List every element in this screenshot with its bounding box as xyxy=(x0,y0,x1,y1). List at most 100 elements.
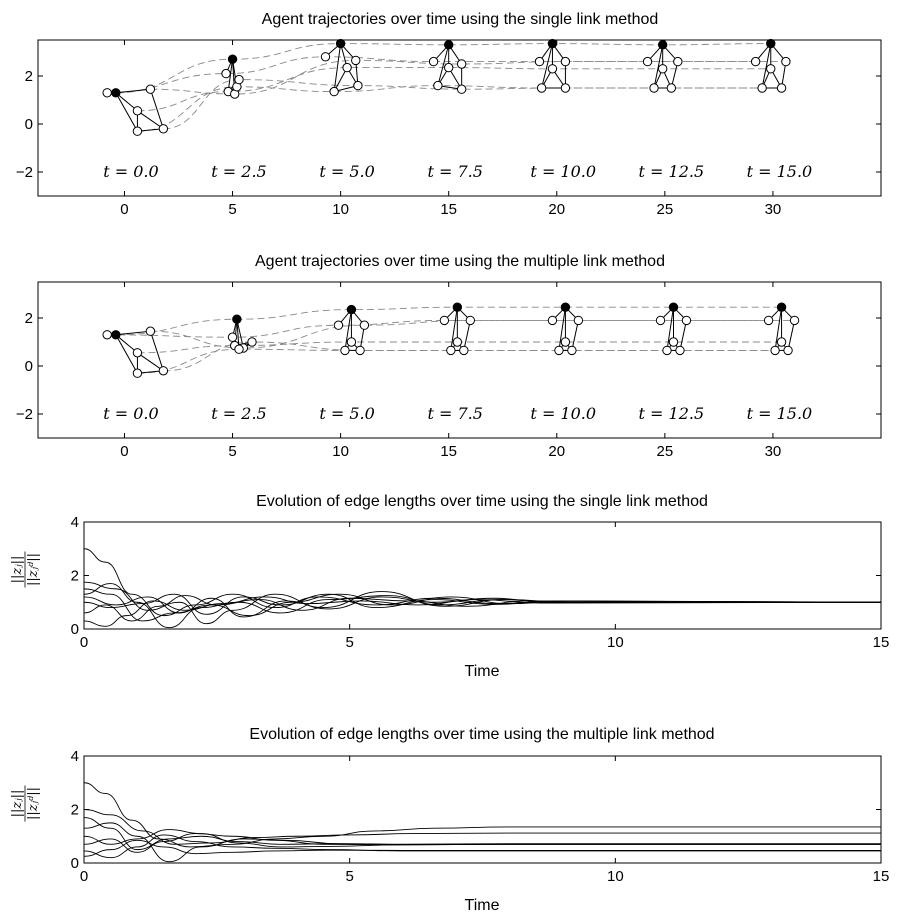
agent-node xyxy=(446,345,456,356)
agent-node xyxy=(329,86,339,97)
time-label: t = 7.5 xyxy=(427,404,482,423)
time-label: t = 5.0 xyxy=(319,162,374,181)
y-tick-label: 0 xyxy=(25,358,33,375)
agent-node xyxy=(227,332,238,342)
x-tick-label: 0 xyxy=(80,868,88,885)
y-tick-label: 2 xyxy=(25,68,33,85)
agent-node xyxy=(443,62,454,73)
agent-node xyxy=(234,74,244,85)
y-axis-label-numerator: ||zⱼ|| xyxy=(10,556,25,584)
y-tick-label: 0 xyxy=(71,621,79,638)
x-tick-label: 30 xyxy=(765,201,782,218)
agent-node xyxy=(783,345,793,356)
agent-node xyxy=(433,80,443,91)
y-tick-label: 0 xyxy=(25,116,33,133)
time-label: t = 2.5 xyxy=(211,404,266,423)
agent-node xyxy=(770,345,780,356)
agent-node xyxy=(668,337,679,347)
agent-node xyxy=(534,56,545,67)
x-tick-label: 15 xyxy=(440,443,457,460)
agent-node xyxy=(428,56,439,67)
agent-node xyxy=(351,55,361,66)
agent-node xyxy=(456,59,467,69)
leader-agent-node xyxy=(560,302,571,312)
agent-node xyxy=(750,56,761,67)
agent-node xyxy=(355,345,365,356)
leader-agent-node xyxy=(111,330,121,340)
y-axis-label: ||zⱼ|| ||zⱼᵈ|| xyxy=(10,785,41,822)
formation-edge xyxy=(450,307,458,351)
agent-node xyxy=(102,330,112,340)
time-label: t = 12.5 xyxy=(639,404,705,423)
agent-node xyxy=(102,88,112,98)
agent-node xyxy=(459,345,469,356)
y-axis-label: ||zⱼ|| ||zⱼᵈ|| xyxy=(10,551,41,588)
chart-title-multiple-edge-lengths: Evolution of edge lengths over time usin… xyxy=(249,726,714,743)
x-tick-label: 15 xyxy=(873,634,890,651)
x-tick-label: 5 xyxy=(228,201,236,218)
leader-agent-node xyxy=(443,40,454,50)
formation-edge xyxy=(149,89,164,129)
formation-edge xyxy=(344,309,352,351)
agent-node xyxy=(649,83,659,93)
agent-node xyxy=(353,80,363,91)
formation-edge xyxy=(137,352,164,372)
y-tick-label: 2 xyxy=(71,802,79,819)
time-label: t = 5.0 xyxy=(319,404,374,423)
agent-node xyxy=(757,83,767,93)
agent-node xyxy=(657,64,668,74)
agent-node xyxy=(655,315,666,326)
x-tick-label: 10 xyxy=(332,443,349,460)
y-axis-label-numerator: ||zⱼ|| xyxy=(10,790,25,818)
leader-agent-node xyxy=(657,40,668,50)
formation-edge xyxy=(437,44,450,86)
agent-node xyxy=(456,84,467,94)
agent-node xyxy=(675,345,685,356)
chart-title-single-trajectories: Agent trajectories over time using the s… xyxy=(262,11,659,28)
agent-node xyxy=(573,315,584,326)
time-label: t = 10.0 xyxy=(530,404,596,423)
formation-edge xyxy=(774,307,783,351)
agent-node xyxy=(340,345,350,356)
edge-length-series xyxy=(83,817,881,851)
chart-title-multiple-trajectories: Agent trajectories over time using the m… xyxy=(255,253,665,270)
agent-node xyxy=(681,315,692,326)
agent-node xyxy=(560,83,571,93)
formation-edge xyxy=(149,331,164,371)
trajectory-plot-multiple-link: 0 5 10 15 20 25 30 −2 0 2 t = 0.0 t = 2.5 t = 5.0 t =… xyxy=(16,281,882,460)
formation-edge xyxy=(115,88,151,94)
formation-edge xyxy=(571,320,579,351)
formation-edge xyxy=(115,330,151,336)
leader-agent-node xyxy=(227,54,238,64)
agent-node xyxy=(342,62,352,73)
agent-node xyxy=(221,68,231,79)
edge-length-series xyxy=(83,809,881,845)
agent-node xyxy=(567,345,577,356)
formation-edge xyxy=(761,43,772,89)
agent-node xyxy=(132,106,143,116)
y-tick-label: −2 xyxy=(16,164,33,181)
x-tick-label: 10 xyxy=(332,201,349,218)
x-tick-label: 0 xyxy=(120,443,128,460)
agent-node xyxy=(776,83,787,93)
formation-edge xyxy=(115,92,138,132)
agent-node xyxy=(554,345,564,356)
agent-node xyxy=(132,126,143,136)
x-tick-label: 5 xyxy=(345,634,353,651)
x-tick-label: 25 xyxy=(657,201,674,218)
time-label: t = 12.5 xyxy=(639,162,705,181)
time-label: t = 15.0 xyxy=(747,162,813,181)
edge-length-series xyxy=(83,596,882,627)
formation-edge xyxy=(463,320,471,351)
chart-title-single-edge-lengths: Evolution of edge lengths over time usin… xyxy=(256,493,708,510)
y-axis-label-denominator: ||zⱼᵈ|| xyxy=(26,553,41,586)
x-tick-label: 5 xyxy=(228,443,236,460)
agent-node xyxy=(439,315,450,326)
formation-edge xyxy=(333,43,342,92)
agent-node xyxy=(145,84,156,94)
formation-edge xyxy=(558,307,566,351)
agent-node xyxy=(642,56,653,67)
agent-node xyxy=(132,368,143,378)
agent-node xyxy=(158,366,169,376)
